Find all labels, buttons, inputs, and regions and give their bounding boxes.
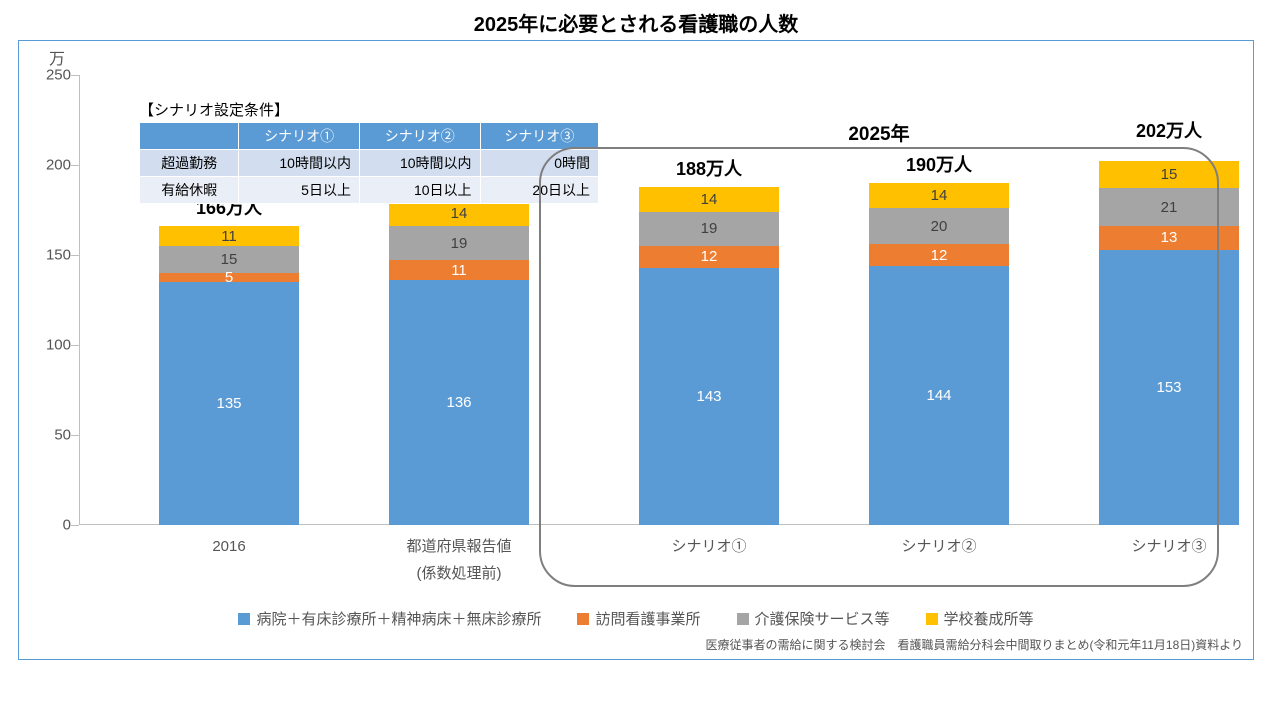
scenario-conditions-heading: 【シナリオ設定条件】 — [139, 99, 599, 120]
total-s3: 202万人 — [1069, 117, 1269, 143]
y-tick-label: 0 — [21, 517, 71, 534]
y-tick — [71, 75, 79, 76]
seg-pref-homevisit: 11 — [389, 260, 529, 280]
scenario-conditions-table: シナリオ①シナリオ②シナリオ③ 超過勤務10時間以内10時間以内0時間有給休暇5… — [139, 122, 599, 204]
legend-label-homevisit: 訪問看護事業所 — [595, 608, 700, 629]
scenario-row-1: 有給休暇5日以上10日以上20日以上 — [140, 177, 599, 204]
legend-swatch-hospital — [238, 613, 250, 625]
scenario-cell-0-1: 10時間以内 — [239, 150, 360, 177]
legend-label-hospital: 病院＋有床診療所＋精神病床＋無床診療所 — [256, 608, 541, 629]
chart-title: 2025年に必要とされる看護職の人数 — [0, 0, 1272, 37]
legend-ltc: 介護保険サービス等 — [737, 608, 890, 629]
legend-swatch-school — [926, 613, 938, 625]
scenario-conditions-box: 【シナリオ設定条件】 シナリオ①シナリオ②シナリオ③ 超過勤務10時間以内10時… — [139, 99, 599, 204]
y-tick — [71, 165, 79, 166]
seg-pref-ltc: 19 — [389, 226, 529, 260]
scenario-col-1: シナリオ① — [239, 123, 360, 150]
legend-swatch-homevisit — [577, 613, 589, 625]
y-axis — [79, 75, 80, 525]
scenario-cell-0-2: 10時間以内 — [359, 150, 480, 177]
chart-frame: 万 05010015020025013551511166万人2016136111… — [18, 40, 1254, 660]
legend-swatch-ltc — [737, 613, 749, 625]
legend-label-ltc: 介護保険サービス等 — [755, 608, 890, 629]
legend-school: 学校養成所等 — [926, 608, 1034, 629]
legend-homevisit: 訪問看護事業所 — [577, 608, 700, 629]
x-label-2016: 2016 — [119, 533, 339, 560]
y-tick-label: 150 — [21, 247, 71, 264]
y-tick-label: 250 — [21, 67, 71, 84]
y-tick — [71, 435, 79, 436]
y-tick-label: 100 — [21, 337, 71, 354]
legend-label-school: 学校養成所等 — [944, 608, 1034, 629]
legend-hospital: 病院＋有床診療所＋精神病床＋無床診療所 — [238, 608, 541, 629]
scenario-cell-1-1: 5日以上 — [239, 177, 360, 204]
group-2025-label: 2025年 — [799, 119, 959, 146]
y-tick-label: 50 — [21, 427, 71, 444]
y-tick-label: 200 — [21, 157, 71, 174]
group-2025-outline — [539, 147, 1219, 587]
seg-pref-school: 14 — [389, 201, 529, 226]
seg-2016-homevisit: 5 — [159, 273, 299, 282]
scenario-col-2: シナリオ② — [359, 123, 480, 150]
legend: 病院＋有床診療所＋精神病床＋無床診療所 訪問看護事業所 介護保険サービス等 学校養成所… — [19, 608, 1253, 629]
y-tick — [71, 345, 79, 346]
y-tick — [71, 255, 79, 256]
y-axis-unit: 万 — [49, 45, 65, 69]
y-tick — [71, 525, 79, 526]
scenario-col-3: シナリオ③ — [480, 123, 598, 150]
scenario-table-header-row: シナリオ①シナリオ②シナリオ③ — [140, 123, 599, 150]
scenario-cell-1-2: 10日以上 — [359, 177, 480, 204]
source-note: 医療従事者の需給に関する検討会 看護職員需給分科会中間取りまとめ(令和元年11月… — [705, 636, 1243, 653]
scenario-row-0: 超過勤務10時間以内10時間以内0時間 — [140, 150, 599, 177]
scenario-col-0 — [140, 123, 239, 150]
scenario-cell-0-0: 超過勤務 — [140, 150, 239, 177]
x-label-pref: 都道府県報告値(係数処理前) — [349, 533, 569, 587]
seg-2016-school: 11 — [159, 226, 299, 246]
scenario-cell-1-0: 有給休暇 — [140, 177, 239, 204]
seg-2016-hospital: 135 — [159, 282, 299, 525]
seg-pref-hospital: 136 — [389, 280, 529, 525]
